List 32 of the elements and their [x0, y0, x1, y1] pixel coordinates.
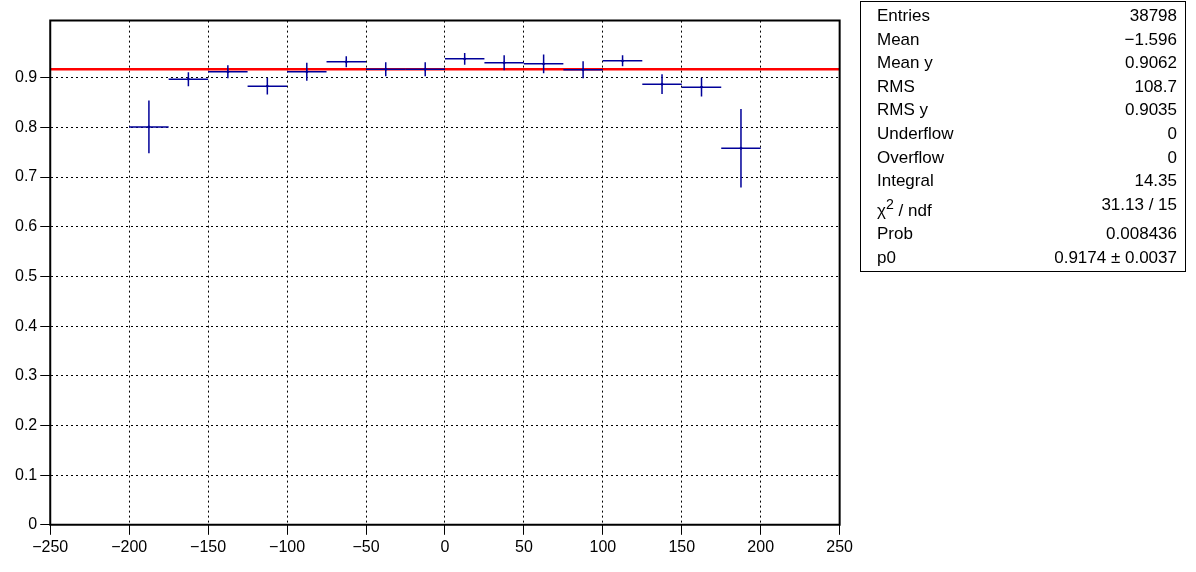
x-tick-label: 250: [826, 537, 854, 555]
x-tick-label: 0: [440, 537, 450, 555]
x-tick-label: 200: [747, 537, 775, 555]
text: Underflow 0: [877, 123, 1177, 143]
text: Mean −1.596: [877, 29, 1177, 49]
text: Overflow 0: [877, 147, 1177, 167]
x-tick-label: 100: [589, 537, 617, 555]
text: Mean y 0.9062: [877, 53, 1177, 73]
x-tick-label: −250: [32, 537, 69, 555]
y-tick-label: 0.9: [14, 68, 38, 86]
y-tick-label: 0.3: [14, 366, 38, 384]
y-tick-label: 0.6: [14, 217, 38, 235]
text: p0 0.9174 ± 0.0037: [877, 247, 1177, 267]
y-tick-label: 0: [28, 515, 38, 533]
y-tick-label: 0.4: [14, 316, 38, 334]
text: Entries 38798: [877, 6, 1177, 25]
y-tick-label: 0.2: [14, 415, 38, 433]
text: χ$^{2}$ / ndf 31.13 / 15: [877, 194, 1177, 220]
y-tick-label: 0.8: [14, 117, 38, 135]
x-tick-label: −200: [111, 537, 148, 555]
text: Integral 14.35: [877, 171, 1177, 191]
text: RMS 108.7: [877, 76, 1177, 96]
y-tick-label: 0.5: [14, 266, 38, 284]
x-tick-label: 150: [668, 537, 696, 555]
x-tick-label: −100: [269, 537, 306, 555]
x-tick-label: 50: [514, 537, 533, 555]
text: RMS y 0.9035: [877, 100, 1177, 120]
y-tick-label: 0.1: [14, 465, 38, 483]
y-tick-label: 0.7: [14, 167, 38, 185]
x-tick-label: −150: [190, 537, 227, 555]
x-tick-label: −50: [352, 537, 380, 555]
text: Prob 0.008436: [877, 224, 1177, 243]
